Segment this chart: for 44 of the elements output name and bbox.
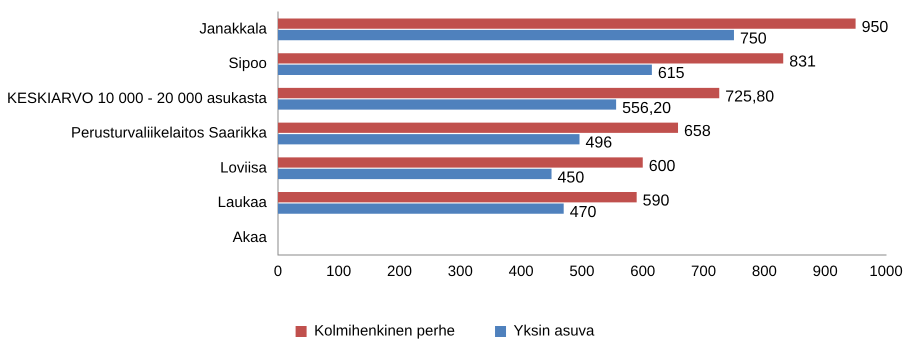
data-label: 556,20 <box>622 100 672 117</box>
x-tick-label: 800 <box>752 263 777 280</box>
x-tick-label: 300 <box>448 263 473 280</box>
x-tick-label: 900 <box>812 263 838 280</box>
y-tick-label: Akaa <box>232 228 268 246</box>
x-tick-label: 500 <box>569 263 594 280</box>
data-label: 725,80 <box>725 88 774 106</box>
legend-label: Kolmihenkinen perhe <box>314 322 456 340</box>
data-label: 658 <box>684 123 711 140</box>
data-label: 831 <box>789 54 816 71</box>
bar <box>278 30 734 40</box>
data-label: 950 <box>862 19 888 36</box>
y-tick-label: Sipoo <box>228 55 267 72</box>
bar <box>278 53 784 64</box>
bar <box>278 192 637 202</box>
bar <box>278 88 720 98</box>
bar <box>278 122 678 133</box>
bar <box>278 99 616 110</box>
data-label: 450 <box>558 169 584 186</box>
y-tick-label: Janakkala <box>199 20 268 38</box>
x-tick-label: 400 <box>508 263 534 280</box>
data-label: 600 <box>648 158 676 175</box>
y-tick-label: Laukaa <box>218 194 268 212</box>
data-label: 470 <box>570 204 596 222</box>
legend-label: Yksin asuva <box>514 322 596 340</box>
x-tick-label: 0 <box>274 263 282 280</box>
x-tick-label: 100 <box>326 263 352 280</box>
y-tick-label: KESKIARVO 10 000 - 20 000 asukasta <box>6 90 268 107</box>
y-tick-label: Perusturvaliikelaitos Saarikka <box>70 124 268 142</box>
x-tick-label: 700 <box>691 263 716 280</box>
x-tick-label: 200 <box>386 263 412 280</box>
x-tick-label: 600 <box>630 263 656 280</box>
bar <box>278 64 652 75</box>
bar <box>278 157 643 168</box>
bar <box>278 18 856 29</box>
bar <box>278 134 580 144</box>
bar <box>278 204 564 214</box>
data-label: 496 <box>586 134 612 152</box>
data-label: 750 <box>740 30 767 48</box>
x-tick-label: 1000 <box>869 263 903 280</box>
data-label: 590 <box>642 192 670 210</box>
y-tick-label: Loviisa <box>220 159 268 176</box>
bar <box>278 168 552 180</box>
data-label: 615 <box>658 65 685 82</box>
